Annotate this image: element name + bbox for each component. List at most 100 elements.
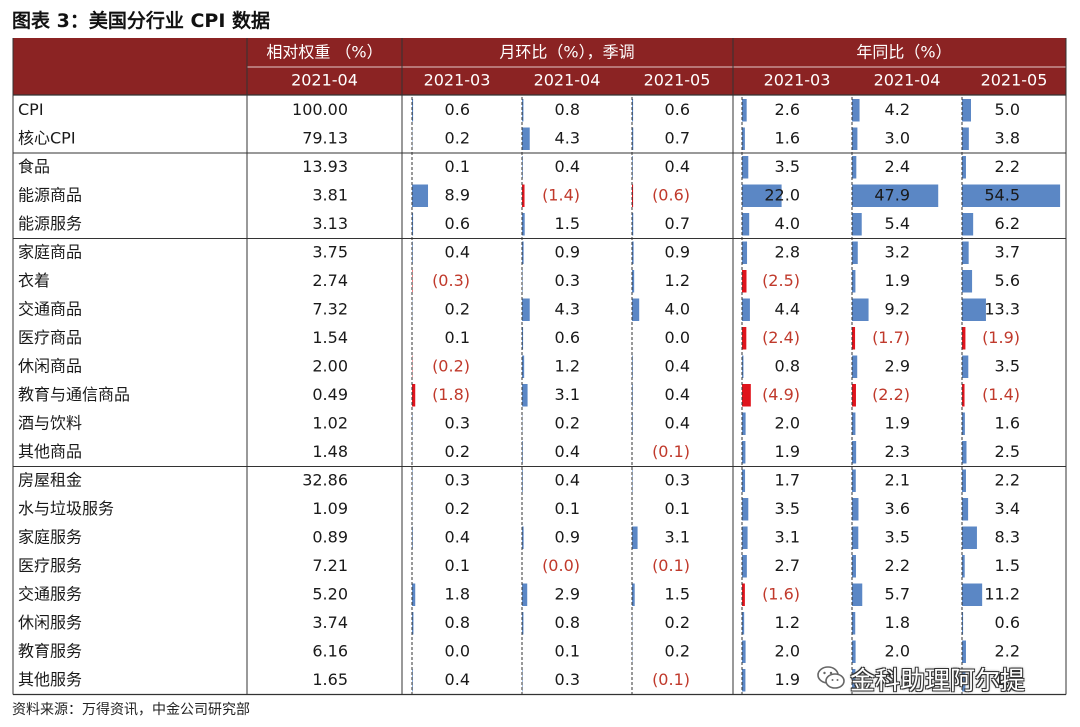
- header-weight-month: 2021-04: [291, 71, 358, 90]
- header-yoy-month: 2021-04: [874, 71, 941, 90]
- mom-bar: [412, 184, 429, 207]
- weight-cell: 1.65: [312, 670, 348, 689]
- yoy-bar: [852, 327, 856, 350]
- yoy-value: 2.0: [885, 641, 910, 660]
- mom-value: 1.2: [555, 356, 580, 375]
- yoy-value: 9.2: [885, 299, 910, 318]
- yoy-bar: [962, 384, 965, 407]
- mom-bar: [412, 612, 414, 635]
- yoy-bar: [742, 412, 746, 435]
- yoy-value: 2.8: [775, 242, 800, 261]
- mom-value: 0.6: [445, 100, 470, 119]
- yoy-bar: [852, 298, 869, 321]
- mom-value: 1.5: [555, 214, 580, 233]
- mom-value: 0.7: [665, 214, 690, 233]
- mom-value: 0.9: [555, 527, 580, 546]
- row-label: 酒与饮料: [18, 413, 82, 432]
- mom-bar: [632, 270, 635, 293]
- yoy-value: 4.0: [775, 214, 800, 233]
- mom-bar: [412, 469, 413, 492]
- yoy-bar: [962, 270, 973, 293]
- yoy-bar: [852, 184, 939, 207]
- mom-bar: [632, 99, 634, 122]
- yoy-value: 2.1: [885, 470, 910, 489]
- yoy-value: 11.2: [984, 584, 1020, 603]
- mom-value: 3.1: [665, 527, 690, 546]
- mom-value: 0.0: [665, 328, 690, 347]
- mom-bar: [522, 469, 523, 492]
- mom-bar: [522, 241, 524, 264]
- yoy-bar: [742, 327, 747, 350]
- yoy-value: (1.4): [982, 385, 1020, 404]
- mom-value: 0.1: [665, 499, 690, 518]
- mom-bar: [632, 355, 633, 378]
- yoy-value: 3.0: [885, 128, 910, 147]
- header-mom-title: 月环比（%），季调: [499, 43, 634, 62]
- yoy-bar: [852, 384, 856, 407]
- yoy-value: (1.9): [982, 328, 1020, 347]
- row-label: 食品: [18, 157, 50, 176]
- mom-value: 0.8: [445, 613, 470, 632]
- mom-bar: [522, 384, 528, 407]
- mom-value: 0.4: [555, 442, 580, 461]
- row-label: 交通商品: [18, 299, 82, 318]
- weight-cell: 32.86: [302, 470, 348, 489]
- yoy-bar: [742, 526, 748, 549]
- mom-value: (0.1): [652, 556, 690, 575]
- row-label: 核心CPI: [18, 128, 76, 147]
- row-label: 教育服务: [18, 641, 82, 660]
- yoy-value: 1.6: [775, 128, 800, 147]
- weight-cell: 1.54: [312, 328, 348, 347]
- mom-bar: [412, 213, 414, 236]
- mom-bar: [522, 99, 524, 122]
- yoy-bar: [742, 640, 746, 663]
- weight-cell: 7.21: [312, 556, 348, 575]
- yoy-value: 2.5: [995, 442, 1020, 461]
- yoy-value: 3.5: [775, 499, 800, 518]
- weight-cell: 3.74: [312, 613, 348, 632]
- mom-value: 0.3: [445, 470, 470, 489]
- yoy-bar: [852, 555, 856, 578]
- mom-bar: [522, 355, 525, 378]
- yoy-bar: [852, 99, 860, 122]
- row-label: 能源商品: [18, 185, 82, 204]
- yoy-value: 1.9: [885, 670, 910, 689]
- yoy-value: 5.4: [885, 214, 910, 233]
- row-label: 医疗商品: [18, 328, 82, 347]
- yoy-value: 8.3: [995, 527, 1020, 546]
- mom-value: 1.8: [445, 584, 470, 603]
- yoy-bar: [742, 583, 745, 606]
- mom-value: 0.4: [555, 470, 580, 489]
- row-label: 家庭服务: [18, 527, 82, 546]
- weight-cell: 3.75: [312, 242, 348, 261]
- mom-bar: [632, 184, 634, 207]
- yoy-value: 2.9: [885, 356, 910, 375]
- yoy-value: (2.5): [762, 271, 800, 290]
- wechat-icon: [817, 666, 845, 689]
- mom-value: (1.8): [432, 385, 470, 404]
- mom-bar: [522, 526, 524, 549]
- mom-value: (0.6): [652, 185, 690, 204]
- header-mom-month: 2021-05: [644, 71, 711, 90]
- yoy-bar: [742, 270, 747, 293]
- yoy-bar: [852, 612, 856, 635]
- mom-bar: [632, 469, 633, 492]
- weight-cell: 1.09: [312, 499, 348, 518]
- yoy-bar: [962, 441, 967, 464]
- weight-cell: 7.32: [312, 299, 348, 318]
- yoy-bar: [962, 612, 964, 635]
- mom-bar: [522, 270, 523, 293]
- yoy-value: 54.5: [984, 185, 1020, 204]
- yoy-bar: [742, 156, 749, 179]
- weight-cell: 100.00: [292, 100, 348, 119]
- weight-cell: 1.02: [312, 413, 348, 432]
- yoy-bar: [742, 241, 748, 264]
- yoy-bar: [742, 127, 745, 150]
- mom-value: 0.1: [445, 556, 470, 575]
- mom-value: 0.2: [445, 442, 470, 461]
- header-yoy-title: 年同比（%）: [856, 43, 951, 62]
- mom-bar: [522, 612, 524, 635]
- mom-bar: [632, 583, 635, 606]
- yoy-bar: [852, 469, 856, 492]
- row-label: 其他商品: [18, 442, 82, 461]
